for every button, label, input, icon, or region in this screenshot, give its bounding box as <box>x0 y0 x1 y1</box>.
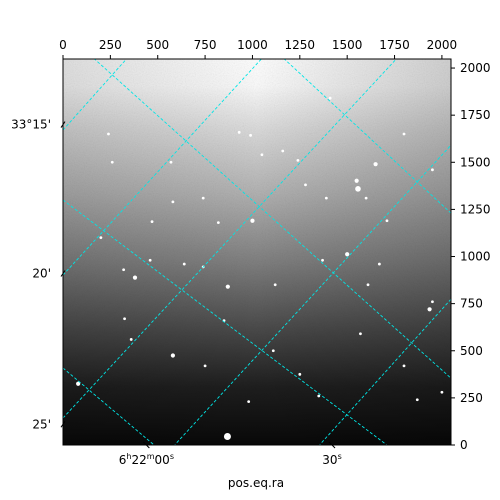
pixel-y-axis-right: 0 250 500 750 1000 1250 1500 1750 2000 <box>451 61 491 452</box>
star-14 <box>273 283 277 287</box>
star-11 <box>237 130 241 134</box>
right-tick-label-4: 1000 <box>460 250 491 264</box>
star-49 <box>260 153 264 157</box>
top-tick-label-5: 1250 <box>285 38 316 52</box>
star-9 <box>345 252 350 257</box>
star-32 <box>76 381 81 386</box>
star-18 <box>321 258 324 262</box>
star-7 <box>216 221 220 224</box>
right-tick-label-1: 250 <box>460 391 483 405</box>
star-50 <box>364 196 368 200</box>
top-tick-label-6: 1500 <box>332 38 363 52</box>
star-42 <box>298 372 302 376</box>
star-43 <box>247 400 251 404</box>
dec-tick-2 <box>60 420 66 428</box>
grid-line-5 <box>93 59 451 379</box>
star-19 <box>170 353 175 358</box>
top-tick-label-2: 500 <box>146 38 169 52</box>
star-24 <box>359 332 362 336</box>
dec-tick-label-1: 20' <box>32 266 51 280</box>
star-5 <box>150 220 154 224</box>
dec-tick-1 <box>60 270 66 277</box>
star-31 <box>99 236 103 240</box>
right-tick-label-3: 750 <box>460 297 483 311</box>
star-38 <box>402 132 406 136</box>
star-33 <box>148 258 152 262</box>
star-26 <box>427 307 432 312</box>
ra-tick-0 <box>143 441 150 449</box>
right-tick-label-2: 500 <box>460 344 483 358</box>
top-tick-label-1: 250 <box>99 38 122 52</box>
ra-tick-label-0: 6h22m00s <box>119 452 174 467</box>
top-tick-label-8: 2000 <box>427 38 458 52</box>
right-tick-label-5: 1250 <box>460 202 491 216</box>
star-44 <box>201 196 205 200</box>
star-45 <box>110 160 114 164</box>
right-tick-label-6: 1500 <box>460 155 491 169</box>
image-area <box>63 59 451 445</box>
star-41 <box>317 394 321 398</box>
x-axis-label: pos.eq.ra <box>228 476 284 490</box>
star-field <box>76 96 444 441</box>
star-37 <box>296 159 300 162</box>
star-48 <box>169 160 173 164</box>
right-tick-label-0: 0 <box>460 438 468 452</box>
star-13 <box>225 284 230 289</box>
star-36 <box>328 96 332 100</box>
dec-tick-label-2: 25' <box>32 417 51 431</box>
star-12 <box>373 162 378 167</box>
world-coordinate-ticks: 33°15' 20' 25' 6h22m00s 30s <box>11 118 342 467</box>
star-2 <box>354 178 359 183</box>
star-47 <box>129 338 133 341</box>
right-tick-label-7: 1750 <box>460 108 491 122</box>
star-16 <box>122 268 126 272</box>
star-28 <box>440 390 444 394</box>
star-30 <box>182 262 186 266</box>
top-tick-label-0: 0 <box>59 38 67 52</box>
star-40 <box>415 398 419 402</box>
image-noise <box>63 59 451 445</box>
star-4 <box>132 275 138 280</box>
star-29 <box>271 349 275 353</box>
star-23 <box>304 183 307 187</box>
plot-frame <box>62 58 452 446</box>
star-0 <box>223 433 231 441</box>
star-21 <box>366 283 370 287</box>
coordinate-grid <box>63 59 451 445</box>
grid-line-2 <box>63 59 397 419</box>
star-22 <box>203 364 207 368</box>
ra-tick-1 <box>328 441 336 449</box>
grid-line-6 <box>283 59 451 214</box>
star-46 <box>431 300 434 304</box>
star-34 <box>324 196 328 200</box>
star-6 <box>171 200 175 204</box>
grid-line-8 <box>63 367 155 445</box>
star-1 <box>355 186 361 192</box>
star-39 <box>385 219 389 223</box>
grid-line-4 <box>318 298 451 445</box>
star-15 <box>281 149 285 153</box>
star-10 <box>249 133 252 137</box>
dec-tick-label-0: 33°15' <box>11 118 51 132</box>
grid-line-0 <box>63 59 128 131</box>
dec-tick-0 <box>60 121 66 128</box>
ra-tick-label-1: 30s <box>322 452 341 467</box>
star-51 <box>107 132 110 136</box>
grid-line-3 <box>173 144 451 445</box>
top-tick-label-4: 1000 <box>237 38 268 52</box>
right-tick-label-8: 2000 <box>460 61 491 75</box>
star-20 <box>123 317 126 321</box>
star-35 <box>431 168 434 172</box>
top-tick-label-3: 750 <box>194 38 217 52</box>
top-tick-label-7: 1750 <box>379 38 410 52</box>
grid-line-7 <box>63 199 388 445</box>
star-3 <box>250 218 255 223</box>
star-25 <box>377 262 381 266</box>
pixel-x-axis-top: 0 250 500 750 1000 1250 1500 1750 2000 <box>59 38 457 59</box>
star-27 <box>402 364 406 368</box>
